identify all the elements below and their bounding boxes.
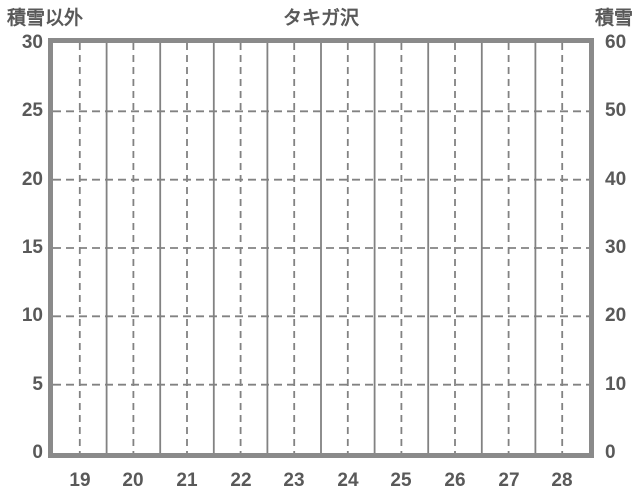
left-axis-tick-label: 15 [21, 237, 43, 258]
left-axis-tick-label: 5 [32, 374, 43, 395]
x-axis-tick-label: 25 [390, 470, 412, 491]
plot-area [48, 38, 594, 458]
left-axis-tick-label: 10 [21, 305, 43, 326]
x-axis-tick-label: 28 [551, 470, 573, 491]
left-axis-title: 積雪以外 [7, 8, 84, 29]
left-axis-tick-label: 20 [21, 169, 43, 190]
x-axis-tick-label: 27 [498, 470, 520, 491]
x-axis-tick-label: 19 [69, 470, 91, 491]
right-axis-tick-label: 10 [605, 374, 627, 395]
right-axis-tick-label: 30 [605, 237, 627, 258]
x-axis-tick-label: 24 [337, 470, 359, 491]
right-axis-tick-label: 20 [605, 305, 627, 326]
gridlines [53, 43, 589, 453]
chart-title: タキガ沢 [282, 8, 360, 29]
x-axis-tick-label: 22 [230, 470, 252, 491]
right-axis-tick-label: 50 [605, 100, 627, 121]
left-axis-tick-label: 0 [32, 442, 43, 463]
left-axis-tick-label: 30 [21, 32, 43, 53]
right-axis-tick-label: 60 [605, 32, 627, 53]
right-axis-title: 積雪 [594, 8, 633, 29]
left-axis-tick-label: 25 [21, 100, 43, 121]
x-axis-tick-label: 20 [122, 470, 144, 491]
right-axis-tick-label: 40 [605, 169, 627, 190]
x-axis-tick-label: 26 [444, 470, 466, 491]
x-axis-tick-label: 23 [283, 470, 305, 491]
right-axis-tick-label: 0 [605, 442, 616, 463]
x-axis-tick-label: 21 [176, 470, 198, 491]
